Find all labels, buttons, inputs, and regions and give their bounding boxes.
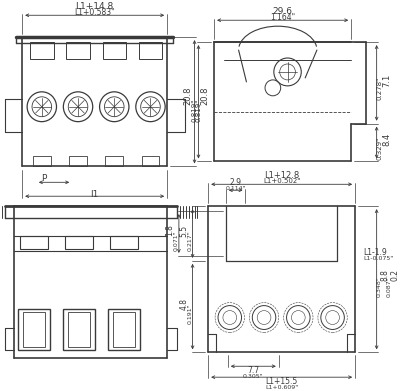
Text: 0.305": 0.305" <box>243 374 264 379</box>
Text: 0.217": 0.217" <box>187 230 192 251</box>
Bar <box>142 156 159 167</box>
Text: 8.8: 8.8 <box>381 269 390 281</box>
Text: 8.4: 8.4 <box>382 133 391 146</box>
Text: L1+14.8: L1+14.8 <box>76 2 114 11</box>
Text: 29.6: 29.6 <box>273 7 293 16</box>
Bar <box>113 312 135 347</box>
Text: l1: l1 <box>90 190 99 199</box>
Bar <box>69 156 87 167</box>
Bar <box>65 236 93 249</box>
Text: L1+0.583": L1+0.583" <box>74 8 115 17</box>
Bar <box>66 42 90 59</box>
Bar <box>106 156 123 167</box>
Text: 20.8: 20.8 <box>183 86 192 105</box>
Bar <box>20 236 48 249</box>
Text: 7.7: 7.7 <box>247 366 259 375</box>
Text: 20.8: 20.8 <box>201 86 210 105</box>
Text: 0.114": 0.114" <box>225 186 246 191</box>
Text: 0.329": 0.329" <box>376 137 382 160</box>
Text: 0.087": 0.087" <box>387 276 392 296</box>
Text: 1.8: 1.8 <box>166 224 174 237</box>
Text: 4.8: 4.8 <box>179 298 188 310</box>
Text: 1.164": 1.164" <box>270 13 295 22</box>
Bar <box>23 312 45 347</box>
Text: 0.819": 0.819" <box>196 99 202 122</box>
Bar <box>30 42 54 59</box>
Bar <box>139 42 162 59</box>
Text: 7.1: 7.1 <box>382 73 391 86</box>
Text: L1-0.075": L1-0.075" <box>363 256 393 261</box>
Text: 0.191": 0.191" <box>187 303 192 324</box>
Text: L1+0.609": L1+0.609" <box>265 385 298 390</box>
Text: L1-1.9: L1-1.9 <box>363 248 387 257</box>
Text: P: P <box>41 174 46 183</box>
Text: 5.5: 5.5 <box>179 224 188 237</box>
Text: 0.348": 0.348" <box>377 276 382 297</box>
Text: 0.819": 0.819" <box>192 99 198 122</box>
Text: 0.2: 0.2 <box>391 269 400 281</box>
Text: L1+12.8: L1+12.8 <box>264 171 299 180</box>
Text: 2.9: 2.9 <box>230 178 242 187</box>
Bar <box>108 308 140 350</box>
Bar <box>102 42 126 59</box>
Bar <box>110 236 138 249</box>
Bar <box>18 308 50 350</box>
Bar <box>33 156 51 167</box>
Bar <box>68 312 90 347</box>
Text: 0.278": 0.278" <box>376 77 382 100</box>
Text: L1+15.5: L1+15.5 <box>266 377 298 386</box>
Bar <box>63 308 95 350</box>
Text: 0.071": 0.071" <box>174 230 178 251</box>
Text: L1+0.502": L1+0.502" <box>263 178 300 184</box>
